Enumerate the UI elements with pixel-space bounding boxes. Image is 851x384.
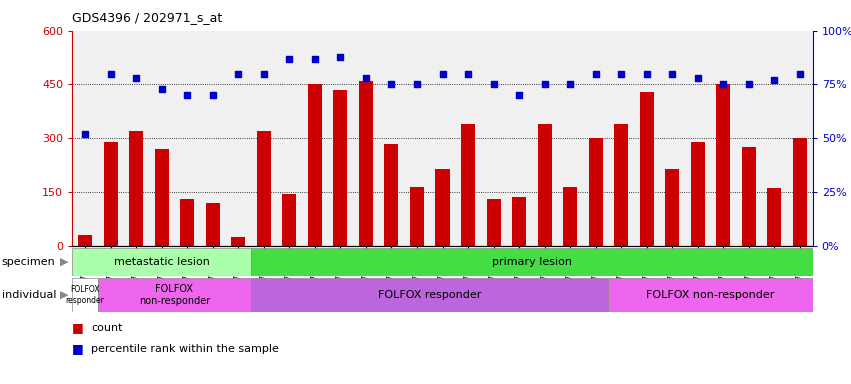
Text: individual: individual xyxy=(2,290,56,300)
Bar xyxy=(608,278,813,312)
Text: FOLFOX
non-responder: FOLFOX non-responder xyxy=(139,284,210,306)
Bar xyxy=(104,142,117,246)
Bar xyxy=(589,138,603,246)
Point xyxy=(768,77,781,83)
Bar xyxy=(155,149,168,246)
Bar xyxy=(742,147,756,246)
Bar xyxy=(283,194,296,246)
Bar xyxy=(231,237,245,246)
Point xyxy=(691,75,705,81)
Point xyxy=(614,71,628,77)
Bar xyxy=(793,138,807,246)
Text: FOLFOX non-responder: FOLFOX non-responder xyxy=(647,290,774,300)
Bar xyxy=(538,124,551,246)
Point xyxy=(308,56,322,62)
Point xyxy=(231,71,245,77)
Point xyxy=(78,131,92,137)
Point xyxy=(512,92,526,98)
Point xyxy=(334,53,347,60)
Bar xyxy=(308,84,322,246)
Text: primary lesion: primary lesion xyxy=(492,257,572,267)
Point xyxy=(155,86,168,92)
Text: FOLFOX
responder: FOLFOX responder xyxy=(66,285,105,305)
Text: ■: ■ xyxy=(72,321,84,334)
Point xyxy=(436,71,449,77)
Bar xyxy=(614,124,628,246)
Point xyxy=(180,92,194,98)
Bar xyxy=(98,278,251,312)
Bar xyxy=(768,189,781,246)
Point xyxy=(742,81,756,88)
Point xyxy=(640,71,654,77)
Text: GDS4396 / 202971_s_at: GDS4396 / 202971_s_at xyxy=(72,12,223,25)
Bar xyxy=(512,197,526,246)
Point xyxy=(665,71,679,77)
Point xyxy=(359,75,373,81)
Bar xyxy=(487,199,500,246)
Point xyxy=(563,81,577,88)
Bar xyxy=(78,235,92,246)
Point xyxy=(129,75,143,81)
Point xyxy=(283,56,296,62)
Bar xyxy=(251,278,608,312)
Text: specimen: specimen xyxy=(2,257,55,267)
Point xyxy=(793,71,807,77)
Point xyxy=(410,81,424,88)
Bar xyxy=(385,144,398,246)
Bar xyxy=(206,203,220,246)
Bar xyxy=(180,199,194,246)
Point xyxy=(104,71,117,77)
Point xyxy=(589,71,603,77)
Point xyxy=(538,81,551,88)
Text: percentile rank within the sample: percentile rank within the sample xyxy=(91,344,279,354)
Bar xyxy=(563,187,577,246)
Text: ▶: ▶ xyxy=(60,290,68,300)
Bar xyxy=(257,131,271,246)
Bar xyxy=(334,90,347,246)
Bar xyxy=(691,142,705,246)
Bar xyxy=(717,84,730,246)
Text: ■: ■ xyxy=(72,342,84,355)
Text: FOLFOX responder: FOLFOX responder xyxy=(378,290,482,300)
Bar xyxy=(665,169,679,246)
Point xyxy=(257,71,271,77)
Text: metastatic lesion: metastatic lesion xyxy=(114,257,209,267)
Bar xyxy=(72,278,98,312)
Point xyxy=(717,81,730,88)
Point xyxy=(385,81,398,88)
Bar xyxy=(72,248,251,276)
Text: ▶: ▶ xyxy=(60,257,68,267)
Point xyxy=(487,81,500,88)
Point xyxy=(461,71,475,77)
Bar xyxy=(436,169,449,246)
Bar xyxy=(129,131,143,246)
Bar xyxy=(640,92,654,246)
Bar xyxy=(410,187,424,246)
Point xyxy=(206,92,220,98)
Bar xyxy=(251,248,813,276)
Text: count: count xyxy=(91,323,123,333)
Bar xyxy=(359,81,373,246)
Bar xyxy=(461,124,475,246)
